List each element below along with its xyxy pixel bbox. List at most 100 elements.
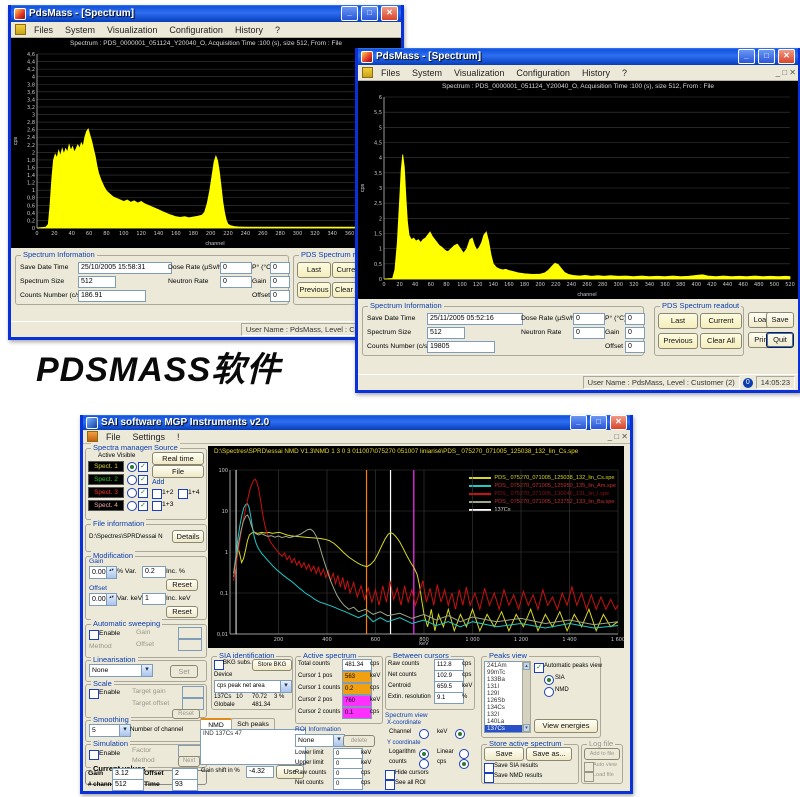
spect4-visible-checkbox[interactable]: ✓ bbox=[138, 501, 148, 511]
titlebar[interactable]: PdsMass - [Spectrum] _ □ ✕ bbox=[358, 48, 798, 65]
offset-reset-button[interactable]: Reset bbox=[166, 606, 198, 618]
dose-rate-field[interactable]: 0 bbox=[573, 313, 605, 325]
spect4-active-radio[interactable] bbox=[127, 501, 137, 511]
multi-spectrum-chart[interactable]: D:\Spectres\SPRD\essai NMD V1.3\NMD 1 3 … bbox=[208, 446, 624, 648]
counts-number-field[interactable]: 186.91 bbox=[78, 290, 146, 302]
logarithm-radio[interactable] bbox=[419, 749, 429, 759]
counts-number-field[interactable]: 19805 bbox=[427, 341, 495, 353]
offset-field[interactable]: 0 bbox=[625, 341, 645, 353]
add-1-4-checkbox[interactable] bbox=[178, 489, 188, 499]
menu-history[interactable]: History bbox=[234, 24, 263, 35]
peak-item-selected[interactable]: 137Cs bbox=[485, 725, 523, 732]
menu-files[interactable]: Files bbox=[34, 24, 54, 35]
gain-field[interactable]: 0 bbox=[625, 327, 645, 339]
titlebar[interactable]: SAI software MGP Instruments v2.0 _ □ ✕ bbox=[83, 415, 630, 430]
peak-item[interactable]: 241Am bbox=[487, 662, 507, 669]
gain-inc-field[interactable]: 0.2 bbox=[142, 566, 166, 578]
close-button[interactable]: ✕ bbox=[778, 49, 795, 64]
use-button[interactable]: Use bbox=[276, 765, 304, 779]
menu-visualization[interactable]: Visualization bbox=[107, 24, 158, 35]
spect3-active-radio[interactable] bbox=[127, 488, 137, 498]
file-button[interactable]: File bbox=[152, 465, 204, 478]
close-button[interactable]: ✕ bbox=[381, 6, 398, 21]
menu-visualization[interactable]: Visualization bbox=[454, 67, 505, 78]
spect3-visible-checkbox[interactable]: ✓ bbox=[138, 488, 148, 498]
peak-item[interactable]: 131I bbox=[487, 683, 500, 690]
see-all-roi-checkbox[interactable] bbox=[385, 780, 395, 790]
view-energies-button[interactable]: View energies bbox=[534, 719, 598, 733]
channel-radio[interactable] bbox=[419, 729, 429, 739]
previous-button[interactable]: Previous bbox=[297, 282, 331, 298]
counts-radio[interactable] bbox=[419, 759, 429, 769]
dose-rate-field[interactable]: 0 bbox=[220, 262, 252, 274]
maximize-button[interactable]: □ bbox=[590, 415, 607, 430]
last-button[interactable]: Last bbox=[658, 313, 698, 329]
save-date-time-field[interactable]: 25/11/2005 05:52:16 bbox=[427, 313, 523, 325]
gain-spinner[interactable]: 0.00 bbox=[89, 566, 117, 579]
linear-radio[interactable] bbox=[459, 749, 469, 759]
neutron-rate-field[interactable]: 0 bbox=[220, 276, 252, 288]
offset-field[interactable]: 0 bbox=[270, 290, 290, 302]
menu-configuration[interactable]: Configuration bbox=[516, 67, 570, 78]
minimize-button[interactable]: _ bbox=[570, 415, 587, 430]
menu-configuration[interactable]: Configuration bbox=[169, 24, 223, 35]
peak-item[interactable]: 99mTc bbox=[487, 669, 506, 676]
previous-button[interactable]: Previous bbox=[658, 333, 698, 349]
peaks-list[interactable]: 241Am 99mTc 133Ba 131I 129I 126Sb 134Cs … bbox=[484, 661, 524, 733]
spect2-visible-checkbox[interactable]: ✓ bbox=[138, 475, 148, 485]
menu-system[interactable]: System bbox=[65, 24, 96, 35]
cps-radio[interactable] bbox=[459, 759, 469, 769]
menu-settings[interactable]: Settings bbox=[132, 431, 166, 442]
mdi-window-controls[interactable]: _ □ ✕ bbox=[607, 432, 628, 441]
kev-radio[interactable] bbox=[455, 729, 465, 739]
menu-help[interactable]: ? bbox=[274, 24, 280, 35]
tab-sch-peaks[interactable]: Sch peaks bbox=[231, 718, 275, 730]
menu-system[interactable]: System bbox=[412, 67, 443, 78]
add-1-3-checkbox[interactable] bbox=[152, 501, 162, 511]
save-as-button[interactable]: Save as... bbox=[526, 747, 572, 761]
nmd-list-item[interactable]: IND 137Cs 47 bbox=[203, 730, 242, 737]
save-sia-results-checkbox[interactable] bbox=[484, 763, 494, 773]
menu-files[interactable]: Files bbox=[381, 67, 401, 78]
save-spectrum-button[interactable]: Save bbox=[484, 747, 524, 761]
peaks-list-scrollbar[interactable] bbox=[522, 661, 531, 733]
spect1-visible-checkbox[interactable]: ✓ bbox=[138, 462, 148, 472]
linearisation-select[interactable]: None bbox=[89, 664, 153, 677]
mdi-window-controls[interactable]: _ □ ✕ bbox=[775, 68, 796, 77]
hide-cursors-checkbox[interactable] bbox=[385, 770, 395, 780]
device-select[interactable]: cps peak net area bbox=[214, 680, 292, 693]
peak-item[interactable]: 134Cs bbox=[487, 704, 505, 711]
nmd-list[interactable]: IND 137Cs 47 bbox=[200, 729, 306, 765]
sweeping-enable-checkbox[interactable] bbox=[89, 630, 99, 640]
current-button[interactable]: Current bbox=[700, 313, 742, 329]
peak-item[interactable]: 133Ba bbox=[487, 676, 505, 683]
peak-item[interactable]: 126Sb bbox=[487, 697, 505, 704]
maximize-button[interactable]: □ bbox=[758, 49, 775, 64]
save-button[interactable]: Save bbox=[766, 312, 794, 328]
real-time-button[interactable]: Real time bbox=[152, 452, 204, 465]
clear-all-button[interactable]: Clear All bbox=[700, 333, 742, 349]
store-bkg-button[interactable]: Store BKG bbox=[252, 659, 292, 671]
save-date-time-field[interactable]: 25/10/2005 15:58:31 bbox=[78, 262, 172, 274]
gain-shift-value[interactable]: -4.32 bbox=[246, 766, 274, 778]
temperature-field[interactable]: 0 bbox=[270, 262, 290, 274]
menu-help[interactable]: ? bbox=[621, 67, 627, 78]
minimize-button[interactable]: _ bbox=[341, 6, 358, 21]
temperature-field[interactable]: 0 bbox=[625, 313, 645, 325]
spect2-active-radio[interactable] bbox=[127, 475, 137, 485]
spect1-active-radio[interactable] bbox=[127, 462, 137, 472]
upper-limit-field[interactable]: 0 bbox=[333, 758, 363, 770]
gain-field[interactable]: 0 bbox=[270, 276, 290, 288]
details-button[interactable]: Details bbox=[172, 530, 204, 543]
close-button[interactable]: ✕ bbox=[610, 415, 627, 430]
scale-enable-checkbox[interactable] bbox=[89, 689, 99, 699]
simulation-enable-checkbox[interactable] bbox=[89, 750, 99, 760]
last-button[interactable]: Last bbox=[297, 262, 331, 278]
menu-alert[interactable]: ! bbox=[177, 431, 180, 442]
peak-item[interactable]: 140La bbox=[487, 718, 505, 725]
sia-radio[interactable] bbox=[544, 675, 554, 685]
menu-file[interactable]: File bbox=[106, 431, 121, 442]
smoothing-select[interactable]: 5 bbox=[89, 724, 131, 737]
neutron-rate-field[interactable]: 0 bbox=[573, 327, 605, 339]
offset-inc-field[interactable]: 1 bbox=[142, 593, 166, 605]
